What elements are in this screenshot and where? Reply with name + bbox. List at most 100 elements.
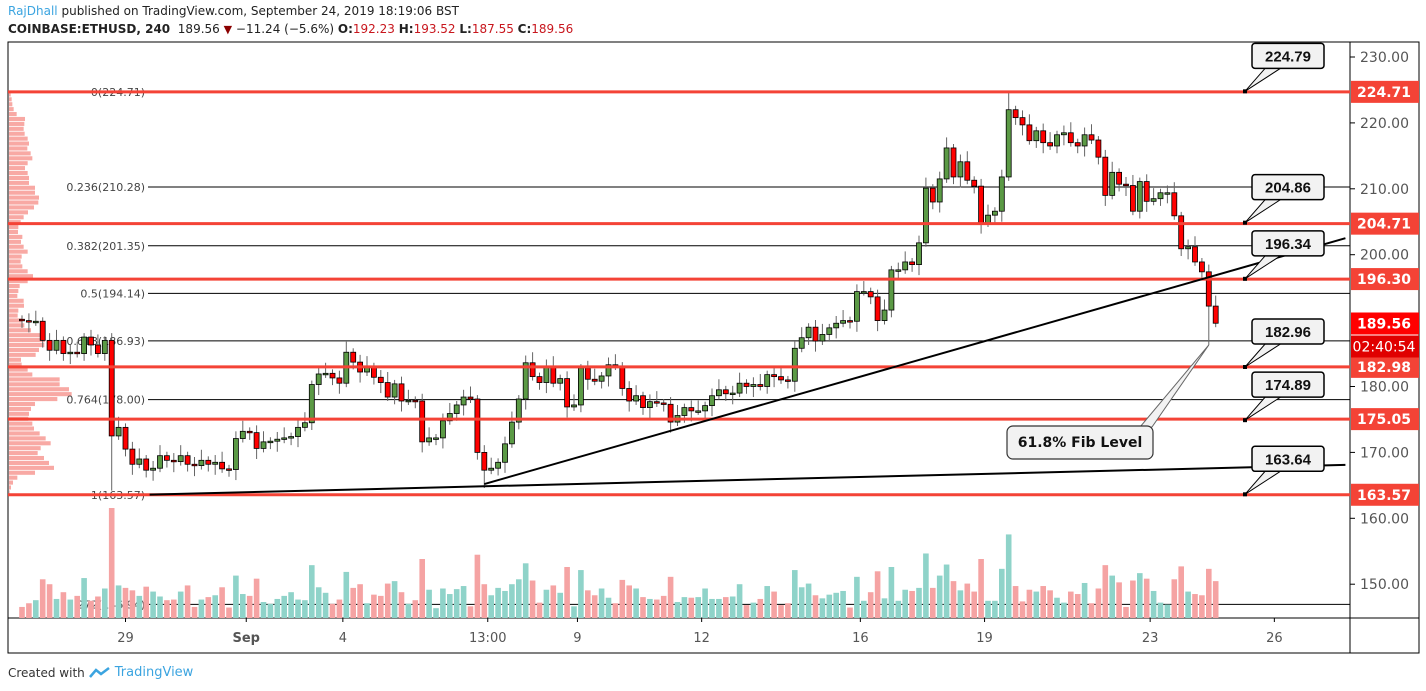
high-value: 193.52 — [413, 22, 456, 36]
callout-box — [1251, 230, 1325, 257]
candle — [819, 334, 826, 342]
time-tick-label: 16 — [852, 631, 869, 646]
candle — [902, 261, 909, 271]
volume-bar — [771, 591, 777, 618]
candle — [1102, 156, 1109, 196]
candle — [53, 339, 60, 351]
volume-bar — [488, 595, 494, 618]
last-price-badge — [1351, 312, 1419, 335]
candle — [764, 374, 771, 387]
candle — [163, 455, 170, 461]
volume-bar — [1088, 603, 1095, 618]
high-label: H: — [398, 22, 414, 36]
volume-bar — [1199, 595, 1205, 618]
candle — [550, 366, 557, 384]
volume-bar — [647, 598, 653, 618]
candle — [943, 147, 950, 180]
candle — [860, 291, 867, 294]
volume-profile-bar — [9, 131, 25, 136]
volume-bar — [1143, 578, 1150, 618]
volume-bar — [474, 554, 481, 618]
time-tick-label: 19 — [976, 631, 993, 646]
candle — [239, 430, 246, 439]
volume-profile-bar — [9, 151, 31, 156]
volume-profile-bar — [9, 338, 45, 343]
candle — [384, 382, 391, 398]
volume-bar — [833, 592, 839, 618]
candle — [578, 367, 584, 406]
volume-profile-bar — [9, 239, 21, 244]
candle — [260, 441, 267, 449]
volume-bar — [115, 585, 122, 618]
price-level-badge — [1351, 355, 1419, 378]
volume-profile-bar — [9, 229, 18, 235]
candle — [1026, 124, 1033, 142]
candle — [74, 351, 81, 355]
candle — [633, 395, 639, 402]
candle — [605, 364, 612, 377]
volume-bar — [1081, 582, 1088, 618]
candle — [1054, 134, 1060, 147]
volume-bar — [867, 592, 874, 618]
candle — [170, 459, 177, 463]
callout-label: 182.96 — [1265, 324, 1311, 341]
candle — [998, 176, 1005, 212]
low-value: 187.55 — [471, 22, 514, 36]
volume-profile-bar — [9, 175, 29, 181]
volume-profile-bar — [9, 392, 72, 397]
candle — [25, 320, 32, 323]
volume-bar — [529, 580, 536, 618]
candle — [226, 468, 232, 471]
price-level-badge-text: 175.05 — [1357, 412, 1411, 428]
candle — [522, 362, 529, 400]
candle — [854, 291, 860, 322]
time-tick-label: 26 — [1266, 631, 1283, 646]
volume-bar — [419, 559, 425, 618]
volume-bar — [384, 583, 391, 618]
candle — [895, 269, 902, 272]
volume-bar — [240, 594, 246, 618]
volume-bar — [1130, 580, 1136, 618]
candle — [1074, 142, 1081, 147]
candle — [219, 461, 226, 470]
volume-bar — [543, 589, 550, 618]
volume-bar — [895, 600, 902, 618]
volume-profile-bar — [9, 333, 43, 338]
volume-bar — [391, 581, 398, 618]
candle — [122, 426, 129, 450]
volume-bar — [1095, 588, 1102, 618]
candle — [529, 362, 536, 378]
volume-bar — [378, 595, 384, 618]
candle — [232, 438, 239, 470]
symbol-label: COINBASE:ETHUSD, 240 — [8, 22, 171, 36]
candle — [647, 401, 653, 408]
volume-bar — [447, 594, 453, 618]
volume-bar — [53, 598, 60, 618]
callout-box — [1251, 173, 1325, 201]
volume-bar — [481, 584, 488, 618]
candle — [536, 376, 543, 383]
volume-bar — [723, 597, 729, 618]
volume-bar — [854, 576, 860, 618]
candle — [1164, 192, 1171, 195]
candle — [453, 404, 460, 414]
tradingview-brand[interactable]: TradingView — [114, 665, 194, 680]
callout-anchor — [1243, 89, 1247, 94]
author-link[interactable]: RajDhall — [8, 4, 58, 18]
volume-profile-bar — [9, 367, 28, 372]
countdown-text: 02:40:54 — [1353, 339, 1416, 355]
volume-profile-bar — [9, 401, 35, 407]
trendline — [484, 237, 1346, 485]
callout-box — [1251, 318, 1325, 345]
volume-profile-bar — [9, 313, 18, 318]
volume-profile-bar — [9, 288, 19, 294]
volume-bar — [923, 553, 929, 618]
candle — [1012, 109, 1019, 119]
volume-bar — [1074, 594, 1081, 618]
volume-bar — [667, 576, 674, 618]
candle — [564, 378, 570, 408]
candle — [978, 185, 984, 224]
candle — [653, 401, 660, 404]
candle — [1143, 181, 1150, 202]
